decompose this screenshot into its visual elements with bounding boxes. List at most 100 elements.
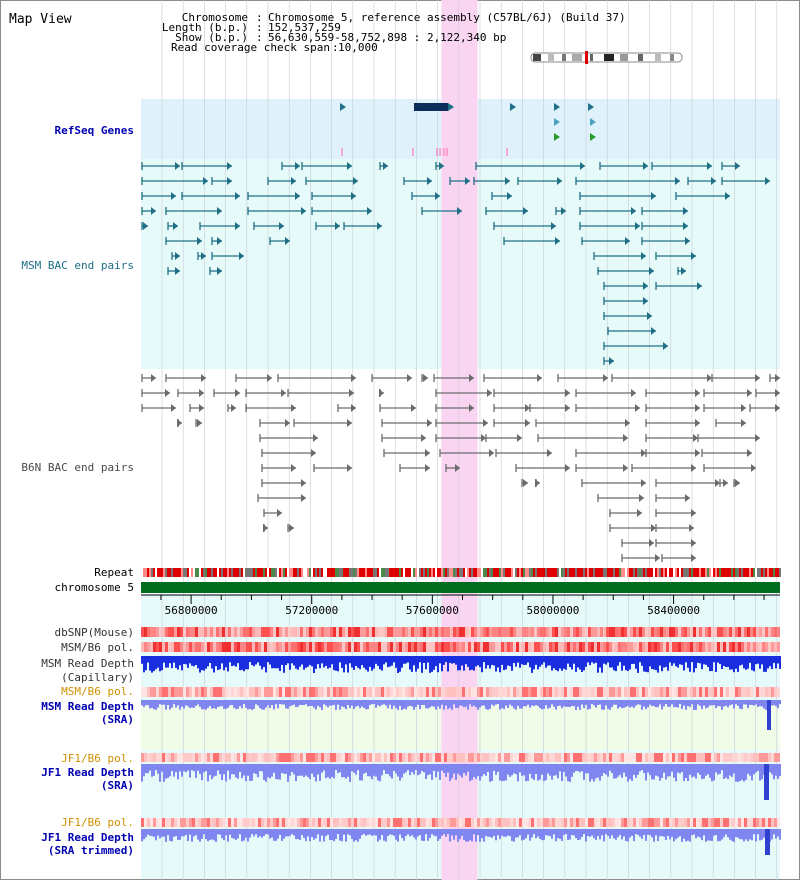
msm-bac-track[interactable] — [141, 162, 770, 365]
gene-arrow — [340, 103, 346, 111]
msm-b6-pol-heat-cell — [354, 642, 357, 652]
msm-depth-capillary-bar — [173, 656, 175, 663]
jf1-pol-trim-heat-cell — [345, 818, 348, 827]
msm-bac-arrow — [173, 222, 178, 230]
msm-b6-pol-heat-cell — [483, 642, 486, 652]
jf1-depth-sra-bar — [691, 764, 693, 778]
msm-b6-pol-sra-heat-cell — [180, 687, 183, 697]
jf1-pol-heat-cell — [642, 753, 645, 762]
jf1-pol-heat-cell — [549, 753, 552, 762]
jf1-depth-trim-bar — [777, 829, 779, 837]
heat-tracks[interactable] — [141, 627, 780, 827]
repeat-segment — [429, 568, 431, 577]
repeat-track[interactable] — [141, 568, 781, 577]
jf1-pol-trim-heat-cell — [528, 818, 531, 827]
b6n-bac-arrow — [695, 419, 700, 427]
jf1-pol-trim-heat-cell — [420, 818, 423, 827]
jf1-pol-trim-heat-cell — [210, 818, 213, 827]
msm-b6-pol-heat-cell — [540, 642, 543, 652]
msm-b6-pol-sra-heat-cell — [351, 687, 354, 697]
b6n-bac-arrow — [267, 374, 272, 382]
msm-depth-sra-bar — [571, 700, 573, 706]
msm-b6-pol-heat-cell — [375, 642, 378, 652]
jf1-depth-trim-bar — [407, 829, 409, 835]
msm-b6-pol-heat-cell — [312, 642, 315, 652]
msm-b6-pol-heat-cell — [723, 642, 726, 652]
msm-b6-pol-heat-cell — [147, 642, 150, 652]
jf1-depth-sra-bar — [183, 764, 185, 772]
jf1-depth-trim-bar — [581, 829, 583, 837]
repeat-segment — [485, 568, 487, 577]
msm-b6-pol-sra-heat-cell — [420, 687, 423, 697]
jf1-pol-heat-cell — [420, 753, 423, 762]
msm-depth-sra-bar — [193, 700, 195, 708]
dbsnp-heat-cell — [549, 627, 552, 637]
jf1-depth-trim-bar — [401, 829, 403, 839]
b6n-bac-arrow — [641, 479, 646, 487]
chromosome-bar[interactable] — [141, 582, 780, 593]
jf1-pol-heat-cell — [459, 753, 462, 762]
refseq-gene-track[interactable] — [340, 103, 596, 156]
repeat-segment — [467, 568, 469, 577]
repeat-segment — [477, 568, 479, 577]
jf1-depth-trim-bar — [703, 829, 705, 836]
jf1-depth-trim-bar — [621, 829, 623, 840]
msm-b6-pol-sra-heat-cell — [501, 687, 504, 697]
info-block: Chromosome : Chromosome 5, reference ass… — [162, 11, 626, 54]
msm-b6-pol-heat-cell — [762, 642, 765, 652]
b6n-bac-track[interactable] — [141, 374, 780, 577]
jf1-depth-sra-bar — [313, 764, 315, 777]
msm-depth-capillary-bar — [331, 656, 333, 665]
msm-b6-pol-heat-cell — [510, 642, 513, 652]
msm-b6-pol-sra-heat-cell — [192, 687, 195, 697]
show-value: 56,630,559-58,752,898 : 2,122,340 bp — [268, 31, 506, 44]
msm-b6-pol-heat-cell — [315, 642, 318, 652]
chromosome-ideogram[interactable] — [530, 51, 683, 64]
jf1-pol-trim-heat-cell — [219, 818, 222, 827]
msm-b6-pol-sra-heat-cell — [729, 687, 732, 697]
msm-depth-sra-bar — [559, 700, 561, 706]
jf1-depth-sra-bar — [459, 764, 461, 776]
dbsnp-heat-cell — [531, 627, 534, 637]
jf1-depth-sra-bar — [271, 764, 273, 777]
jf1-depth-trim-bar — [471, 829, 473, 842]
jf1-depth-sra-bar — [351, 764, 353, 772]
msm-depth-capillary-bar — [449, 656, 451, 663]
msm-depth-capillary-bar — [759, 656, 761, 669]
msm-depth-capillary-bar — [595, 656, 597, 663]
jf1-depth-trim-bar — [493, 829, 495, 836]
jf1-pol-trim-heat-cell — [759, 818, 762, 827]
msm-b6-pol-sra-heat-cell — [558, 687, 561, 697]
jf1-depth-sra-bar — [391, 764, 393, 779]
jf1-pol-trim-heat-cell — [375, 818, 378, 827]
msm-depth-sra-bar — [545, 700, 547, 706]
jf1-depth-sra-bar — [541, 764, 543, 775]
dbsnp-heat-cell — [594, 627, 597, 637]
msm-depth-capillary-bar — [345, 656, 347, 665]
jf1-depth-sra-bar — [483, 764, 485, 775]
msm-depth-sra-bar — [597, 700, 599, 705]
repeat-segment — [339, 568, 341, 577]
jf1-pol-trim-heat-cell — [633, 818, 636, 827]
jf1-depth-sra-bar — [207, 764, 209, 782]
gene-arrow — [554, 103, 560, 111]
msm-depth-sra-bar — [219, 700, 221, 707]
jf1-pol-heat-cell — [432, 753, 435, 762]
jf1-depth-sra-bar — [609, 764, 611, 771]
msm-b6-pol-heat-cell — [339, 642, 342, 652]
jf1-depth-trim-bar — [705, 829, 707, 842]
msm-b6-pol-sra-heat-cell — [564, 687, 567, 697]
msm-depth-capillary-bar — [487, 656, 489, 666]
jf1-depth-sra-bar — [161, 764, 163, 772]
jf1-depth-trim-bar — [337, 829, 339, 835]
jf1-pol-trim-heat-cell — [186, 818, 189, 827]
jf1-depth-sra-bar — [193, 764, 195, 772]
dbsnp-heat-cell — [681, 627, 684, 637]
depth-tracks[interactable] — [141, 656, 781, 855]
msm-b6-pol-sra-heat-cell — [621, 687, 624, 697]
dbsnp-heat-cell — [189, 627, 192, 637]
jf1-pol-heat-cell — [537, 753, 540, 762]
msm-depth-sra-bar — [273, 700, 275, 710]
msm-depth-sra-bar — [543, 700, 545, 709]
